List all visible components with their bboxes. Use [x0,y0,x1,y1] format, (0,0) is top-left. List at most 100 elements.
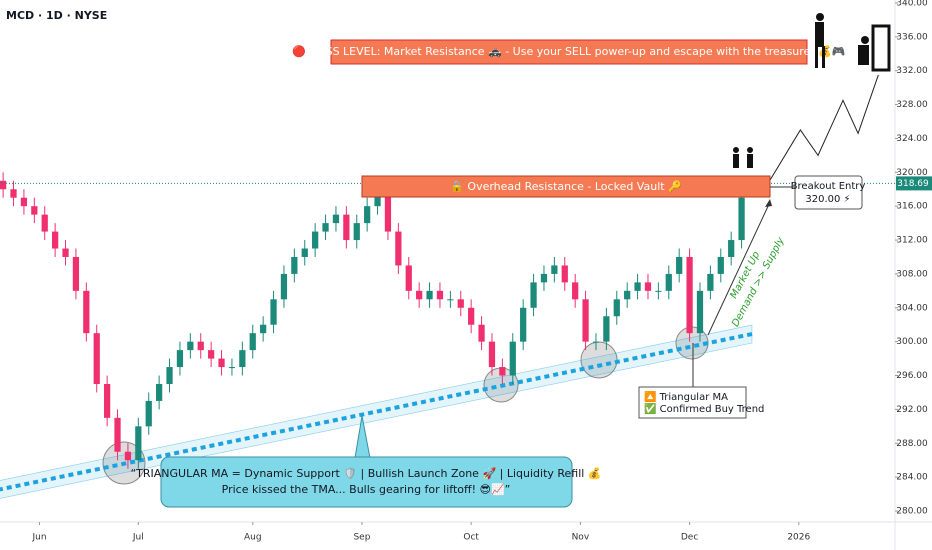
candle-body [738,197,745,241]
y-tick-label: 324.00 [896,134,928,144]
callout-box [160,456,573,508]
breakout-price: 320.00 ⚡ [805,194,850,205]
figure-head [733,147,739,153]
candle-body [686,256,693,334]
candle-body [499,367,506,376]
ma-note: 🔼 Triangular MA [644,390,728,403]
symbol-title: MCD · 1D · NYSE [6,9,107,22]
y-tick-label: 284.00 [896,473,928,483]
candle-body [228,367,236,369]
candle-body [239,350,246,368]
candle-body [176,350,184,368]
ma-note-box [638,386,747,419]
trend-arrow [707,201,771,336]
candle-body [634,282,641,291]
figure-body [858,45,869,65]
x-tick-label: Aug [244,533,262,543]
candle-body [509,341,516,376]
x-tick-label: Jun [31,533,46,543]
candle-body [301,248,308,257]
candle-body [41,214,48,232]
y-tick-label: 336.00 [896,32,928,42]
figure-head [747,147,753,153]
candle-body [405,265,412,291]
candle-body [187,341,194,351]
callout-text: Price kissed the TMA... Bulls gearing fo… [222,483,511,496]
projection-path [769,74,879,181]
figure-leg [815,46,818,68]
candle-body [613,299,620,317]
candle-body [676,256,683,274]
candle-body [416,290,423,300]
candle-body [468,307,475,325]
x-tick-label: 2026 [787,533,810,543]
plot-area [0,74,895,499]
y-tick-label: 312.00 [896,236,928,246]
y-tick-label: 300.00 [896,337,928,347]
figure-body [733,154,739,168]
figure-body [747,154,753,168]
candle-body [52,231,59,249]
candle-body [260,324,267,334]
banner-box [330,39,808,65]
candle-body [72,256,80,291]
candle-body [540,273,548,283]
y-tick-label: 304.00 [896,303,928,313]
candle-body [717,256,724,274]
candle-body [644,282,652,291]
ma-note: ✅ Confirmed Buy Trend [644,402,764,415]
x-tick-label: Dec [681,533,698,543]
candle-body [551,265,558,274]
candle-body [208,350,215,359]
candle-body [145,400,152,427]
candle-body [135,426,142,461]
candle-body [696,290,704,334]
figure-body [815,22,824,47]
candle-body [10,189,17,198]
candle-body [364,206,371,224]
y-tick-label: 296.00 [896,371,928,381]
figures [733,13,891,168]
figure-leg [822,46,825,68]
candle-body [436,290,444,300]
candle-body [478,324,485,342]
candle-body [707,273,714,291]
breakout-title: Breakout Entry [791,181,866,192]
candle-body [124,451,132,461]
candle-body [530,282,537,308]
figure-head [861,36,869,44]
vault [871,24,891,72]
resistance-label: 🔒 Overhead Resistance - Locked Vault 🔑 [450,179,682,193]
candle-body [728,240,735,257]
candle-body [31,206,38,215]
candle-body [0,180,7,190]
figure-head [816,13,824,21]
x-tick-label: Sep [353,533,370,543]
candle-body [395,231,402,266]
candle-body [603,316,610,342]
y-tick-label: 316.00 [896,202,928,212]
candle-body [488,341,496,368]
x-tick-label: Nov [572,533,590,543]
y-tick-label: 292.00 [896,405,928,415]
candle-body [561,265,568,283]
candle-body [197,341,204,351]
arrow-head [765,199,772,207]
candle-body [343,214,350,241]
candle-body [353,223,360,241]
y-tick-label: 308.00 [896,269,928,279]
candle-body [520,307,527,342]
candle-body [93,333,100,384]
candle-body [270,299,277,325]
ma-line [0,332,753,492]
breakout-box [794,175,863,210]
y-tick-label: 320.00 [896,168,928,178]
candle-body [104,383,111,418]
candle-body [312,231,319,249]
banner-text: " 🔴 BOSS LEVEL: Market Resistance 🚓 - Us… [284,45,854,58]
candle-body [665,273,672,291]
y-tick-label: 340.00 [896,0,928,8]
last-price-box [896,176,932,191]
candle-body [156,383,163,401]
